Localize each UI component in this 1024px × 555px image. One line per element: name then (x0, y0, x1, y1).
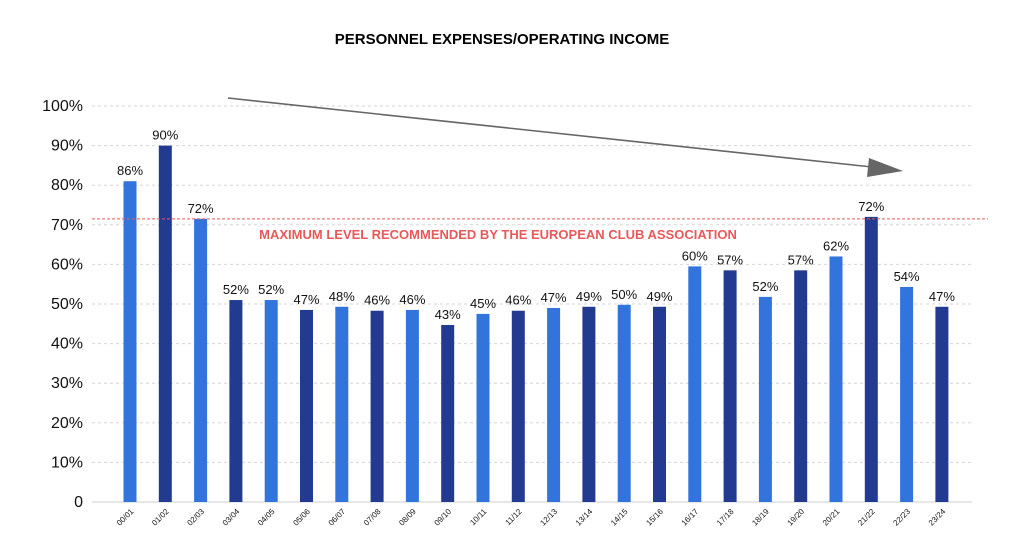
trend-arrow-head (867, 158, 903, 177)
x-tick-label: 14/15 (609, 507, 630, 528)
bar-07-08 (370, 310, 384, 502)
bar-20-21 (829, 256, 843, 502)
bar-18-19 (758, 296, 772, 502)
data-label: 46% (399, 292, 425, 307)
data-label: 43% (435, 307, 461, 322)
data-label: 47% (541, 290, 567, 305)
data-label: 60% (682, 248, 708, 263)
x-tick-label: 19/20 (786, 507, 807, 528)
reference-line-label: MAXIMUM LEVEL RECOMMENDED BY THE EUROPEA… (259, 227, 737, 242)
bar-21-22 (864, 216, 878, 502)
data-label: 72% (858, 199, 884, 214)
bar-09-10 (441, 324, 455, 502)
bar-00-01 (123, 181, 137, 503)
reference-line-group: MAXIMUM LEVEL RECOMMENDED BY THE EUROPEA… (92, 218, 988, 242)
chart-title: PERSONNEL EXPENSES/OPERATING INCOME (335, 31, 670, 48)
data-label: 49% (576, 289, 602, 304)
data-labels: 86% 90% 72% 52% 52% 47% 48% 46% 46% 43% 45% 46% 47% 4… (117, 128, 955, 322)
bar-03-04 (229, 300, 243, 502)
y-tick-label: 50% (51, 296, 83, 313)
bar-10-11 (476, 313, 490, 502)
x-tick-label: 01/02 (150, 507, 171, 528)
x-tick-label: 17/18 (715, 507, 736, 528)
data-label: 90% (152, 128, 178, 143)
data-label: 50% (611, 287, 637, 302)
bar-05-06 (300, 309, 313, 502)
x-tick-label: 22/23 (891, 507, 912, 528)
data-label: 57% (788, 252, 814, 267)
x-tick-label: 08/09 (397, 507, 418, 528)
trend-arrow-line (227, 97, 873, 168)
x-tick-label: 06/07 (327, 507, 348, 528)
data-label: 49% (646, 289, 672, 304)
x-tick-label: 09/10 (433, 507, 454, 528)
data-label: 48% (329, 289, 355, 304)
y-tick-label: 40% (51, 336, 83, 353)
bar-06-07 (335, 306, 349, 502)
bar-02-03 (194, 218, 208, 503)
y-tick-label: 70% (51, 217, 83, 234)
x-axis: 00/01 01/02 02/03 03/04 04/05 05/06 06/07 07/08… (115, 507, 948, 528)
trend-arrow (227, 97, 903, 177)
data-label: 54% (894, 269, 920, 284)
y-tick-label: 30% (51, 375, 83, 392)
data-label: 62% (823, 238, 849, 253)
y-tick-label: 20% (51, 415, 83, 432)
y-tick-label: 60% (51, 256, 83, 273)
x-tick-label: 13/14 (574, 507, 595, 528)
y-tick-label: 0 (74, 494, 83, 511)
bar-17-18 (723, 270, 737, 502)
data-label: 46% (505, 293, 531, 308)
bar-11-12 (511, 310, 525, 502)
x-tick-label: 20/21 (821, 507, 842, 528)
x-tick-label: 15/16 (644, 507, 665, 528)
y-tick-label: 80% (51, 177, 83, 194)
bar-04-05 (264, 300, 278, 502)
bar-14-15 (617, 304, 631, 502)
x-tick-label: 21/22 (856, 507, 877, 528)
x-tick-label: 03/04 (221, 507, 242, 528)
x-tick-label: 23/24 (927, 507, 948, 528)
bar-16-17 (688, 266, 702, 502)
y-tick-label: 100% (42, 98, 83, 115)
data-label: 47% (929, 289, 955, 304)
x-tick-label: 05/06 (291, 507, 312, 528)
bar-08-09 (405, 309, 419, 502)
bar-19-20 (794, 270, 808, 502)
bar-15-16 (653, 306, 666, 502)
x-tick-label: 16/17 (680, 507, 701, 528)
data-label: 46% (364, 293, 390, 308)
bar-12-13 (547, 307, 561, 502)
x-tick-label: 00/01 (115, 507, 136, 528)
data-label: 47% (293, 292, 319, 307)
bars (123, 145, 949, 503)
data-label: 72% (188, 201, 214, 216)
bar-13-14 (582, 306, 596, 502)
data-label: 52% (223, 282, 249, 297)
data-label: 52% (752, 279, 778, 294)
x-tick-label: 07/08 (362, 507, 383, 528)
y-tick-label: 90% (51, 138, 83, 155)
data-label: 86% (117, 163, 143, 178)
bar-23-24 (935, 306, 949, 502)
x-tick-label: 18/19 (750, 507, 771, 528)
x-tick-label: 11/12 (504, 507, 524, 527)
x-tick-label: 04/05 (256, 507, 277, 528)
x-tick-label: 10/11 (468, 507, 488, 527)
data-label: 45% (470, 296, 496, 311)
data-label: 57% (717, 252, 743, 267)
x-tick-label: 02/03 (185, 507, 206, 528)
data-label: 52% (258, 282, 284, 297)
bar-22-23 (900, 286, 914, 502)
bar-01-02 (158, 145, 172, 502)
y-tick-label: 10% (51, 454, 83, 471)
x-tick-label: 12/13 (538, 507, 559, 528)
y-axis: 0 10% 20% 30% 40% 50% 60% 70% 80% 90% 100% (42, 98, 972, 511)
